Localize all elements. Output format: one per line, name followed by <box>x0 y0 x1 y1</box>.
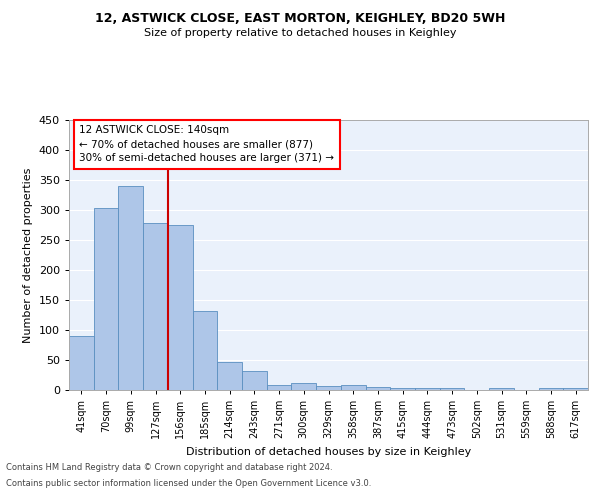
X-axis label: Distribution of detached houses by size in Keighley: Distribution of detached houses by size … <box>186 446 471 456</box>
Bar <box>69 336 94 390</box>
Text: 12 ASTWICK CLOSE: 140sqm
← 70% of detached houses are smaller (877)
30% of semi-: 12 ASTWICK CLOSE: 140sqm ← 70% of detach… <box>79 126 334 164</box>
Bar <box>415 388 440 390</box>
Bar <box>267 384 292 390</box>
Bar <box>365 387 390 390</box>
Text: Size of property relative to detached houses in Keighley: Size of property relative to detached ho… <box>144 28 456 38</box>
Text: Contains public sector information licensed under the Open Government Licence v3: Contains public sector information licen… <box>6 478 371 488</box>
Bar <box>539 388 563 390</box>
Text: Contains HM Land Registry data © Crown copyright and database right 2024.: Contains HM Land Registry data © Crown c… <box>6 464 332 472</box>
Bar <box>489 388 514 390</box>
Bar <box>94 208 118 390</box>
Y-axis label: Number of detached properties: Number of detached properties <box>23 168 33 342</box>
Bar <box>292 384 316 390</box>
Bar <box>193 311 217 390</box>
Bar <box>390 388 415 390</box>
Bar <box>168 225 193 390</box>
Text: 12, ASTWICK CLOSE, EAST MORTON, KEIGHLEY, BD20 5WH: 12, ASTWICK CLOSE, EAST MORTON, KEIGHLEY… <box>95 12 505 26</box>
Bar <box>242 372 267 390</box>
Bar <box>341 385 365 390</box>
Bar <box>316 386 341 390</box>
Bar <box>563 388 588 390</box>
Bar <box>143 223 168 390</box>
Bar <box>118 186 143 390</box>
Bar <box>440 388 464 390</box>
Bar <box>217 362 242 390</box>
